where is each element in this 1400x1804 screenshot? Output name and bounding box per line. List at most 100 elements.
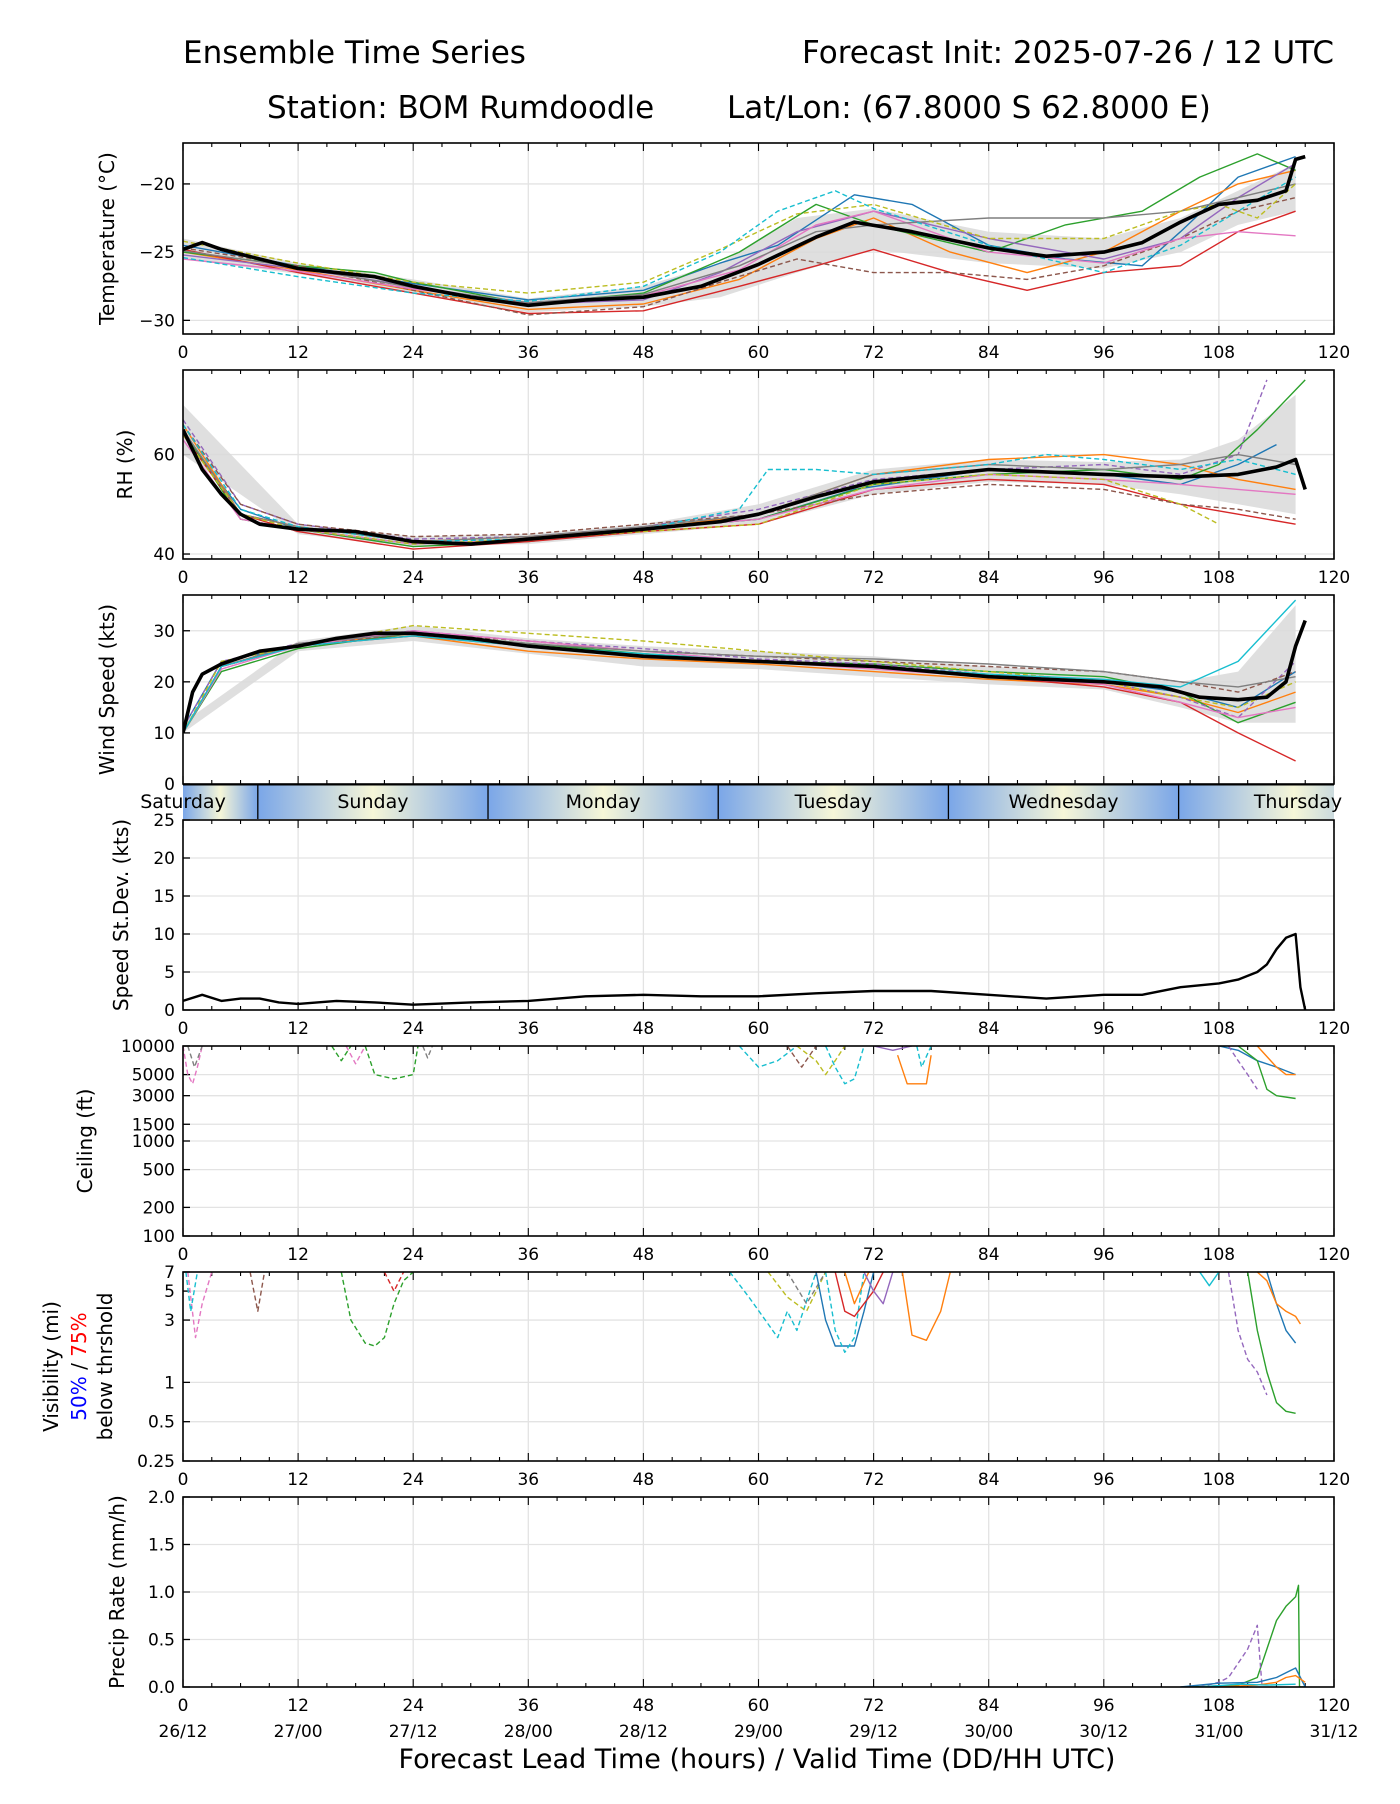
panel-frame (182, 142, 1335, 335)
y-tick-label: 7 (164, 1263, 175, 1283)
x-tick-label: 60 (748, 1019, 770, 1039)
ensemble-member-line (729, 1272, 817, 1339)
y-tick-label: 20 (153, 849, 175, 869)
x-tick-label: 24 (402, 1470, 424, 1490)
x-tick-label: 84 (978, 1696, 1000, 1716)
panel-frame (182, 819, 1335, 1011)
day-cell (948, 785, 1179, 819)
ensemble-member-line (1199, 1624, 1263, 1687)
ensemble-member-line (1227, 1272, 1268, 1396)
x-tick-label: 96 (1093, 343, 1115, 363)
ensemble-member-line (183, 434, 1220, 545)
x-tick-label: 96 (1093, 1470, 1115, 1490)
y-axis-label: Visibility (mi) (39, 1301, 63, 1432)
y-tick-label: 5000 (132, 1066, 175, 1086)
title-right: Forecast Init: 2025-07-26 / 12 UTC (802, 35, 1334, 71)
panel-speed_stdev: 0 5 10 15 20 25 0 12 24 36 48 60 72 84 96 108 120 Speed S… (109, 811, 1350, 1039)
y-tick-label: 1 (164, 1373, 175, 1393)
x-tick-label: 120 (1318, 568, 1350, 588)
ensemble-member-line (1199, 1683, 1296, 1687)
y-axis-label: Precip Rate (mm/h) (105, 1495, 129, 1689)
x-tick-label: 24 (402, 1245, 424, 1265)
ensemble-member-line (1180, 1667, 1306, 1687)
title-left: Ensemble Time Series (183, 35, 526, 71)
x-tick-label: 72 (863, 1019, 885, 1039)
ensemble-member-line (183, 196, 1296, 316)
x-tick-label: 108 (1203, 1470, 1235, 1490)
x-tick-label: 60 (748, 1245, 770, 1265)
ensemble-member-line (1227, 1046, 1258, 1090)
day-cell (257, 785, 489, 819)
plot-area-ceiling (183, 1046, 1296, 1100)
subtitle-right: Lat/Lon: (67.8000 S 62.8000 E) (727, 90, 1211, 126)
ensemble-mean-line (183, 154, 1306, 308)
x-tick-label: 0 (178, 1245, 189, 1265)
ensemble-member-line (786, 1272, 827, 1305)
y-axis-label: Wind Speed (kts) (95, 604, 119, 775)
panel-visibility: 0.25 0.5 1 3 57 0 12 24 36 48 60 72 84 96 108 120 Visibi… (39, 1263, 1350, 1490)
x-tick-label: 0 (178, 1696, 189, 1716)
valid-time-label: 31/12 (1310, 1722, 1359, 1742)
ensemble-member-line (1190, 1584, 1306, 1687)
valid-time-label: 28/12 (619, 1722, 668, 1742)
y-tick-label: −25 (139, 243, 175, 263)
valid-time-label: 29/00 (734, 1722, 783, 1742)
ensemble-member-line (1247, 1272, 1296, 1414)
x-tick-label: 60 (748, 568, 770, 588)
day-label: Tuesday (794, 791, 872, 813)
x-tick-label: 12 (287, 1245, 309, 1265)
plot-area-visibility (185, 1272, 1301, 1414)
x-tick-label: 84 (978, 343, 1000, 363)
panel-frame (182, 1045, 1335, 1237)
y-tick-label: 25 (153, 811, 175, 831)
ensemble-member-line (873, 1046, 913, 1051)
day-band-area (183, 785, 1334, 819)
y-tick-label: −30 (139, 311, 175, 331)
panel-temperature: −30 −25 −20 0 12 24 36 48 60 72 84 96 108 120 Temperat… (95, 142, 1350, 363)
x-tick-label: 120 (1318, 1470, 1350, 1490)
plot-area-rh (183, 379, 1307, 550)
x-tick-label: 12 (287, 343, 309, 363)
ensemble-member-line (863, 1272, 894, 1305)
x-tick-label: 108 (1203, 1245, 1235, 1265)
x-tick-label: 96 (1093, 1696, 1115, 1716)
panel-frame (182, 369, 1335, 560)
x-tick-label: 72 (863, 1696, 885, 1716)
y-axis-label: Ceiling (ft) (73, 1089, 97, 1194)
y-tick-label: 0.5 (148, 1631, 175, 1651)
y-tick-label: 2.0 (148, 1488, 175, 1508)
y-tick-label: 200 (143, 1198, 175, 1218)
panel-wind_speed: 01020300Wind Speed (kts) (95, 594, 1335, 795)
panel-frame (182, 594, 1335, 785)
y-tick-label: 100 (143, 1227, 175, 1247)
panel-frame (182, 1496, 1335, 1688)
ensemble-member-line (1199, 1272, 1220, 1287)
x-tick-label: 108 (1203, 343, 1235, 363)
ensemble-mean-line (183, 428, 1307, 546)
x-tick-label: 12 (287, 1470, 309, 1490)
panel-precip: 0.0 0.5 1.0 1.5 2.0 0 12 24 36 48 60 72 84 96 108 120 Pr… (105, 1488, 1350, 1716)
y-tick-label: 10 (153, 925, 175, 945)
ensemble-member-line (183, 632, 1296, 734)
ensemble-member-line (815, 1272, 875, 1347)
y-tick-label: 15 (153, 887, 175, 907)
ensemble-member-line (824, 1272, 865, 1353)
valid-time-label: 30/00 (964, 1722, 1013, 1742)
stdev-line (183, 932, 1307, 1010)
y-tick-label: 1000 (132, 1132, 175, 1152)
y-axis-label: RH (%) (113, 430, 137, 500)
day-label: Monday (566, 791, 641, 813)
x-tick-label: 96 (1093, 1019, 1115, 1039)
day-label: Thursday (1253, 791, 1342, 813)
ensemble-member-line (185, 1272, 199, 1312)
x-tick-label: 12 (287, 568, 309, 588)
x-tick-label: 60 (748, 1470, 770, 1490)
ensemble-member-line (183, 153, 1296, 305)
ensemble-member-line (364, 1046, 419, 1080)
x-tick-label: 48 (633, 343, 655, 363)
ensemble-member-line (796, 1046, 846, 1076)
ensemble-member-line (1256, 1046, 1296, 1076)
x-tick-label: 0 (178, 1019, 189, 1039)
y-tick-label: 10 (153, 724, 175, 744)
